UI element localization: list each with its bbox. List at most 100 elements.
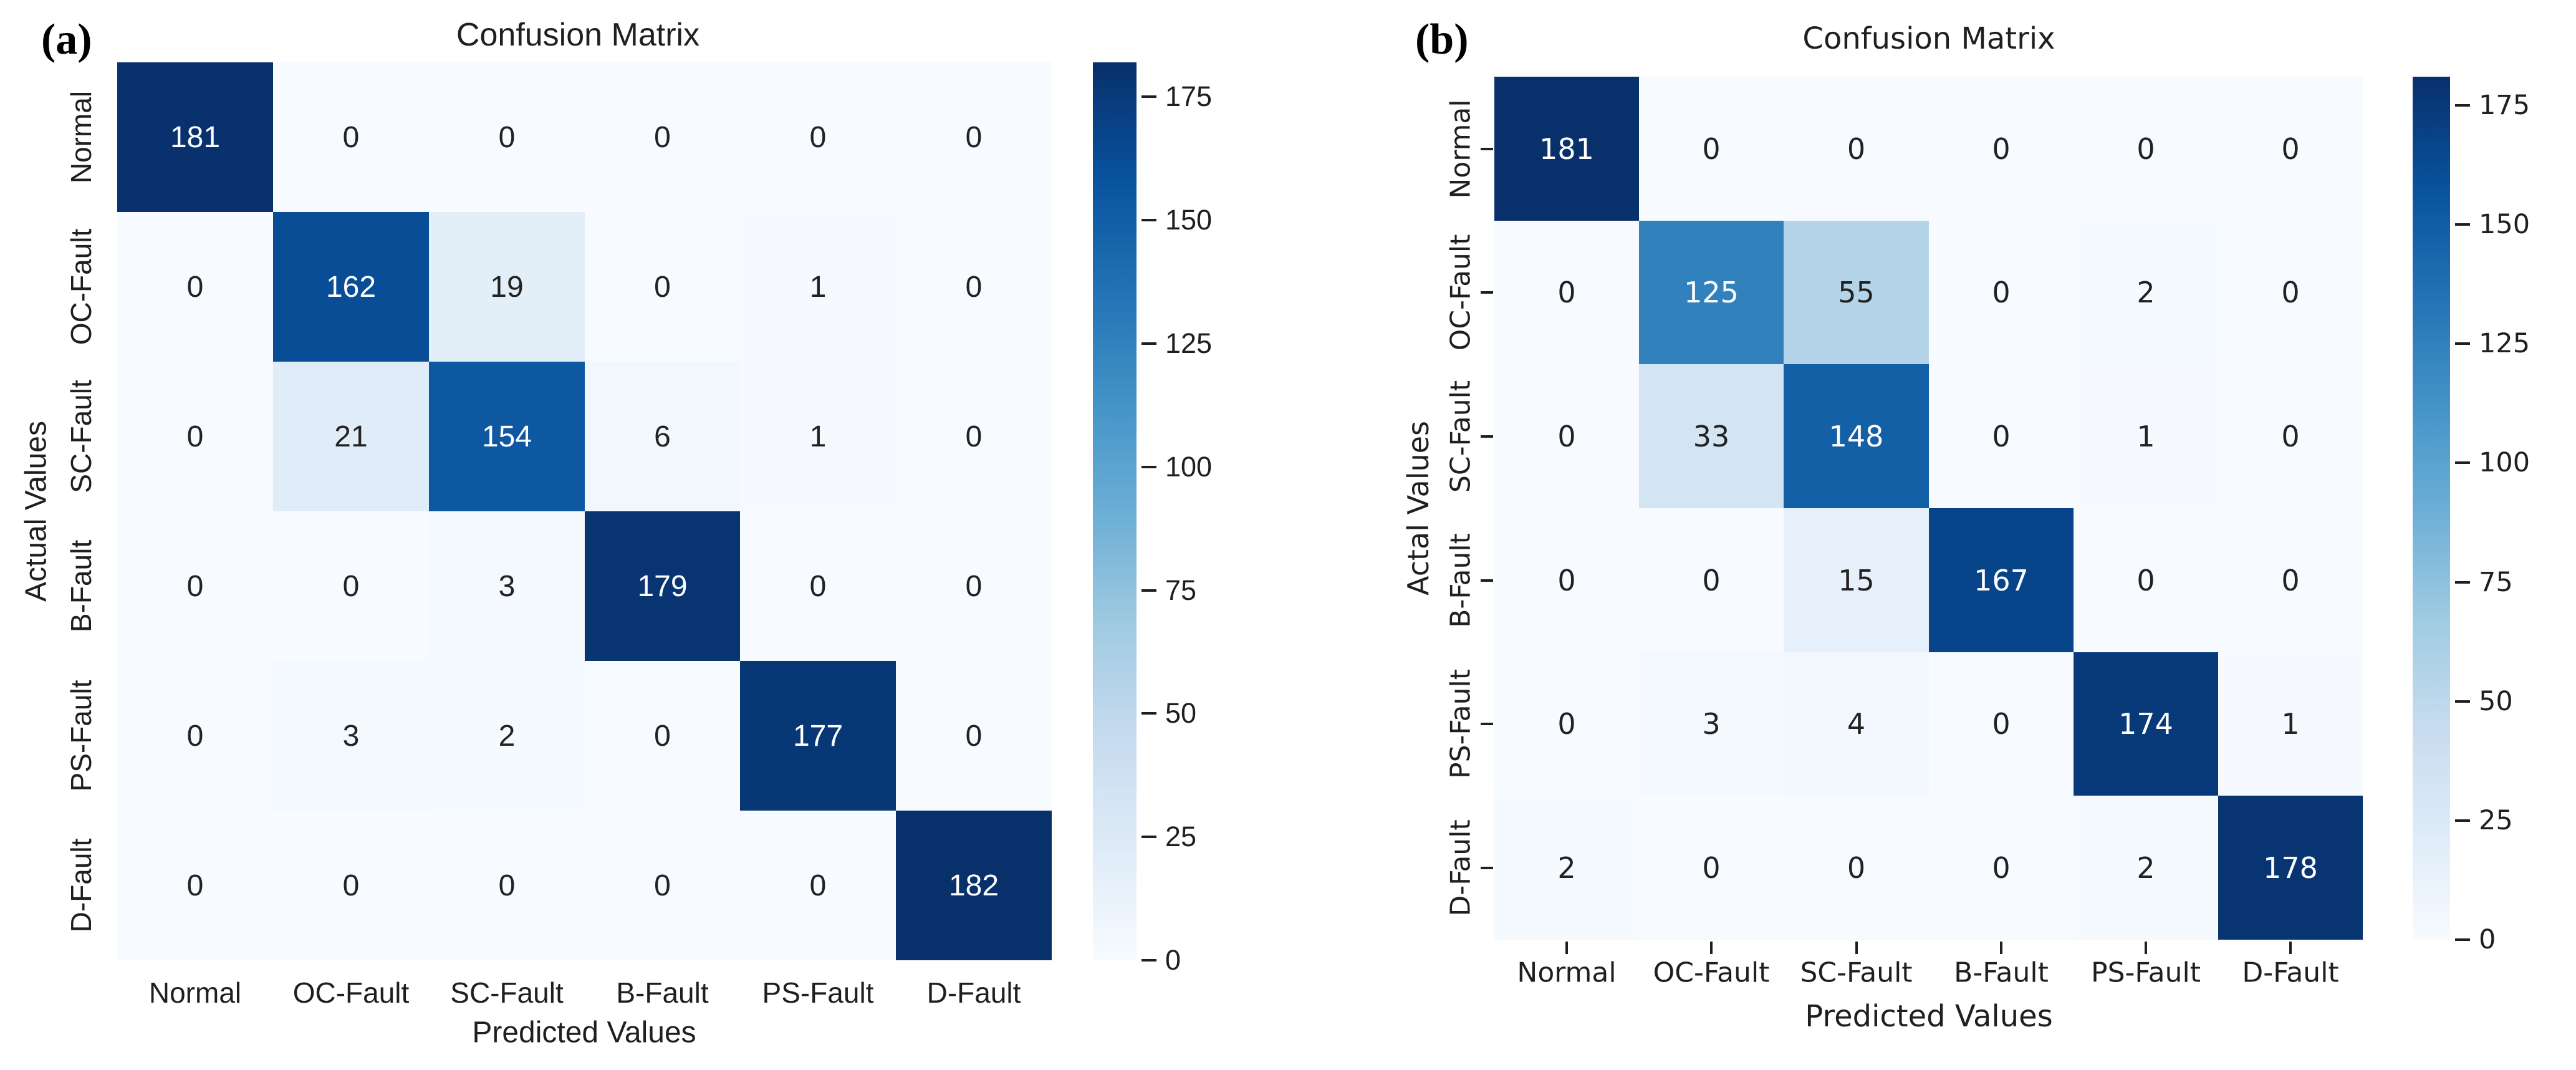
colorbar-tick-mark-a-125 — [1141, 342, 1156, 345]
cell-a-PS-Fault-B-Fault: 0 — [585, 661, 740, 811]
colorbar-tick-mark-b-25 — [2455, 819, 2470, 822]
y-tick-mark-b — [1481, 147, 1493, 150]
cell-b-SC-Fault-Normal: 0 — [1494, 364, 1639, 508]
colorbar-tick-label-b-50: 50 — [2479, 685, 2513, 717]
cell-a-OC-Fault-Normal: 0 — [117, 212, 273, 362]
colorbar-tick-mark-b-50 — [2455, 700, 2470, 703]
x-tick-label-a-Normal: Normal — [148, 976, 242, 1009]
cell-a-PS-Fault-OC-Fault: 3 — [273, 661, 429, 811]
cell-b-B-Fault-Normal: 0 — [1494, 508, 1639, 652]
colorbar-tick-mark-b-100 — [2455, 461, 2470, 465]
cell-b-PS-Fault-D-Fault: 1 — [2218, 652, 2363, 796]
cell-a-B-Fault-Normal: 0 — [117, 511, 273, 661]
y-tick-mark-b — [1481, 291, 1493, 294]
cell-b-Normal-Normal: 181 — [1494, 77, 1639, 221]
cell-b-B-Fault-PS-Fault: 0 — [2074, 508, 2218, 652]
y-tick-label-a-PS-Fault: PS-Fault — [65, 680, 97, 792]
cell-a-Normal-B-Fault: 0 — [585, 62, 740, 212]
cell-a-B-Fault-D-Fault: 0 — [896, 511, 1052, 661]
chart-title-a: Confusion Matrix — [456, 17, 700, 53]
y-tick-label-a-D-Fault: D-Fault — [65, 838, 97, 933]
cell-a-PS-Fault-D-Fault: 0 — [896, 661, 1052, 811]
cell-b-SC-Fault-D-Fault: 0 — [2218, 364, 2363, 508]
cell-a-OC-Fault-D-Fault: 0 — [896, 212, 1052, 362]
cell-a-SC-Fault-SC-Fault: 154 — [429, 362, 585, 511]
cell-b-PS-Fault-B-Fault: 0 — [1929, 652, 2074, 796]
cell-a-D-Fault-OC-Fault: 0 — [273, 811, 429, 960]
colorbar-tick-label-a-150: 150 — [1165, 204, 1213, 236]
x-tick-mark-b — [1565, 942, 1568, 954]
colorbar-tick-mark-a-75 — [1141, 589, 1156, 592]
y-tick-mark-b — [1481, 435, 1493, 438]
cell-a-Normal-D-Fault: 0 — [896, 62, 1052, 212]
cell-b-B-Fault-B-Fault: 167 — [1929, 508, 2074, 652]
cell-b-SC-Fault-OC-Fault: 33 — [1639, 364, 1784, 508]
x-tick-label-b-Normal: Normal — [1517, 957, 1617, 989]
x-tick-mark-b — [2145, 942, 2147, 954]
colorbar-tick-label-b-125: 125 — [2479, 328, 2530, 360]
cell-b-SC-Fault-PS-Fault: 1 — [2074, 364, 2218, 508]
cell-a-SC-Fault-B-Fault: 6 — [585, 362, 740, 511]
cell-a-SC-Fault-PS-Fault: 1 — [740, 362, 896, 511]
x-tick-mark-b — [2000, 942, 2002, 954]
cell-a-Normal-PS-Fault: 0 — [740, 62, 896, 212]
y-tick-label-b-Normal: Normal — [1444, 99, 1477, 199]
colorbar-tick-label-b-75: 75 — [2479, 566, 2513, 598]
x-tick-label-a-SC-Fault: SC-Fault — [450, 976, 564, 1009]
cell-b-B-Fault-D-Fault: 0 — [2218, 508, 2363, 652]
panel-tag-b: (b) — [1415, 16, 1469, 64]
cell-a-SC-Fault-D-Fault: 0 — [896, 362, 1052, 511]
x-tick-label-b-B-Fault: B-Fault — [1954, 957, 2049, 989]
colorbar-tick-mark-b-125 — [2455, 342, 2470, 345]
cell-b-OC-Fault-SC-Fault: 55 — [1784, 221, 1929, 364]
cell-b-OC-Fault-D-Fault: 0 — [2218, 221, 2363, 364]
colorbar-tick-mark-a-175 — [1141, 95, 1156, 99]
colorbar-tick-label-a-0: 0 — [1165, 944, 1181, 976]
cell-a-B-Fault-PS-Fault: 0 — [740, 511, 896, 661]
colorbar-tick-label-b-0: 0 — [2479, 924, 2496, 955]
colorbar-tick-mark-a-25 — [1141, 836, 1156, 839]
colorbar-tick-mark-b-0 — [2455, 938, 2470, 941]
colorbar-gradient-b — [2413, 77, 2450, 940]
cell-b-Normal-OC-Fault: 0 — [1639, 77, 1784, 221]
x-tick-label-b-PS-Fault: PS-Fault — [2091, 957, 2201, 989]
colorbar-tick-mark-b-175 — [2455, 104, 2470, 107]
colorbar-tick-label-b-100: 100 — [2479, 447, 2530, 479]
x-tick-mark-b — [1710, 942, 1713, 954]
cell-a-OC-Fault-PS-Fault: 1 — [740, 212, 896, 362]
cell-a-SC-Fault-Normal: 0 — [117, 362, 273, 511]
cell-a-D-Fault-Normal: 0 — [117, 811, 273, 960]
y-axis-title-a: Actual Values — [19, 421, 53, 602]
x-tick-mark-b — [2289, 942, 2292, 954]
colorbar-tick-label-a-75: 75 — [1165, 574, 1197, 606]
x-tick-label-b-OC-Fault: OC-Fault — [1653, 957, 1770, 989]
x-tick-label-b-D-Fault: D-Fault — [2242, 957, 2339, 989]
colorbar-tick-mark-a-150 — [1141, 219, 1156, 222]
cell-b-B-Fault-SC-Fault: 15 — [1784, 508, 1929, 652]
cell-b-PS-Fault-OC-Fault: 3 — [1639, 652, 1784, 796]
y-tick-mark-b — [1481, 723, 1493, 725]
cell-b-D-Fault-PS-Fault: 2 — [2074, 796, 2218, 940]
cell-b-OC-Fault-B-Fault: 0 — [1929, 221, 2074, 364]
x-axis-title-a: Predicted Values — [472, 1016, 696, 1049]
cell-b-SC-Fault-B-Fault: 0 — [1929, 364, 2074, 508]
cell-b-SC-Fault-SC-Fault: 148 — [1784, 364, 1929, 508]
y-tick-label-a-OC-Fault: OC-Fault — [65, 228, 97, 345]
cell-a-B-Fault-B-Fault: 179 — [585, 511, 740, 661]
y-tick-label-b-B-Fault: B-Fault — [1444, 533, 1477, 628]
cell-b-D-Fault-D-Fault: 178 — [2218, 796, 2363, 940]
x-tick-mark-b — [1855, 942, 1858, 954]
cell-a-D-Fault-PS-Fault: 0 — [740, 811, 896, 960]
y-tick-label-b-SC-Fault: SC-Fault — [1444, 380, 1477, 493]
colorbar-tick-label-b-150: 150 — [2479, 209, 2530, 241]
x-tick-label-a-OC-Fault: OC-Fault — [292, 976, 410, 1009]
cell-a-PS-Fault-PS-Fault: 177 — [740, 661, 896, 811]
cell-b-D-Fault-OC-Fault: 0 — [1639, 796, 1784, 940]
x-tick-label-b-SC-Fault: SC-Fault — [1800, 957, 1913, 989]
colorbar-tick-mark-b-75 — [2455, 581, 2470, 584]
x-tick-label-a-B-Fault: B-Fault — [616, 976, 709, 1009]
cell-b-OC-Fault-OC-Fault: 125 — [1639, 221, 1784, 364]
cell-b-PS-Fault-PS-Fault: 174 — [2074, 652, 2218, 796]
cell-a-D-Fault-SC-Fault: 0 — [429, 811, 585, 960]
